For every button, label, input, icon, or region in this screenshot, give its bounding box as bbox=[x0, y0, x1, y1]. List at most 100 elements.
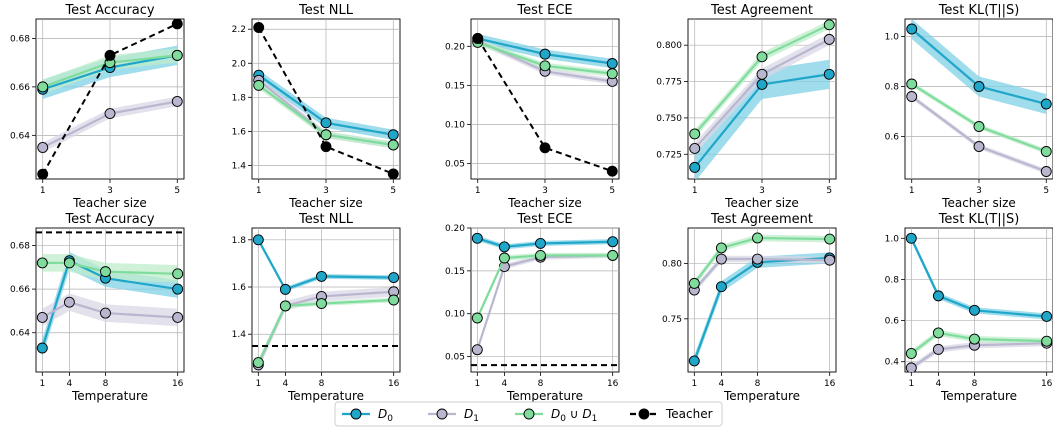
y-tick-label: 0.80 bbox=[662, 259, 682, 269]
data-point-D0uD1 bbox=[756, 51, 768, 63]
series-line-D0 bbox=[257, 239, 394, 291]
data-point-D1 bbox=[63, 296, 75, 308]
x-tick-label: 3 bbox=[542, 186, 548, 196]
plot-area bbox=[906, 19, 1052, 177]
data-point-D0 bbox=[1041, 311, 1053, 322]
data-point-D0uD1 bbox=[969, 333, 980, 345]
data-point-D0uD1 bbox=[171, 49, 183, 61]
series-line-D0uD1 bbox=[476, 254, 613, 319]
data-point-D1 bbox=[932, 343, 944, 355]
chart-title: Test KL(T||S) bbox=[938, 212, 1020, 227]
series-line-D0 bbox=[41, 259, 178, 349]
data-point-D1 bbox=[715, 253, 727, 265]
y-tick-label: 0.15 bbox=[445, 267, 465, 277]
chart-title: Test NLL bbox=[298, 3, 354, 18]
x-axis-label: Temperature bbox=[506, 389, 583, 403]
data-point-D1 bbox=[752, 253, 763, 265]
legend-marker bbox=[638, 408, 650, 420]
x-tick-label: 3 bbox=[976, 186, 982, 196]
x-tick-label: 4 bbox=[719, 379, 725, 389]
legend-item-Teacher: Teacher bbox=[630, 407, 713, 421]
data-point-D0 bbox=[689, 161, 701, 173]
x-tick-label: 1 bbox=[255, 379, 261, 389]
series-band-D0uD1 bbox=[477, 39, 613, 77]
plot-area bbox=[253, 22, 399, 179]
x-axis-label: Temperature bbox=[940, 389, 1017, 403]
data-point-D1 bbox=[36, 312, 48, 323]
y-tick-label: 0.800 bbox=[656, 41, 682, 51]
plot-area bbox=[688, 232, 836, 367]
chart-title: Test Accuracy bbox=[64, 3, 154, 18]
data-point-Teacher bbox=[171, 19, 183, 30]
data-point-D0uD1 bbox=[824, 233, 836, 245]
series-line-Teacher bbox=[257, 27, 394, 175]
x-tick-label: 16 bbox=[1041, 379, 1053, 389]
x-tick-label: 1 bbox=[908, 379, 914, 389]
data-point-D0 bbox=[279, 283, 291, 295]
data-point-D1 bbox=[823, 33, 835, 45]
data-point-D0 bbox=[36, 342, 48, 354]
series-line-D1 bbox=[693, 257, 830, 291]
data-point-D0 bbox=[252, 234, 264, 246]
data-point-Teacher bbox=[472, 33, 484, 44]
data-point-D0uD1 bbox=[1040, 146, 1052, 157]
data-point-D0 bbox=[969, 304, 980, 316]
data-point-D0uD1 bbox=[172, 268, 184, 280]
data-point-D1 bbox=[906, 91, 918, 102]
legend-item-D0uD1: D0 ∪ D1 bbox=[515, 407, 597, 424]
series-band-D1 bbox=[42, 293, 178, 327]
x-tick-label: 4 bbox=[67, 379, 73, 389]
data-point-D0uD1 bbox=[279, 300, 291, 312]
data-point-D1 bbox=[973, 141, 985, 152]
data-point-D0 bbox=[906, 23, 918, 35]
axes-frame bbox=[904, 227, 1053, 373]
plot-area bbox=[36, 231, 184, 357]
chart-panel-7: 1 4 8 16 1.4 1.6 1.8 Test NLL Temperature bbox=[232, 212, 401, 403]
x-axis-label: Temperature bbox=[287, 389, 364, 403]
chart-title: Test Accuracy bbox=[64, 212, 154, 227]
data-point-D0uD1 bbox=[535, 249, 546, 261]
y-tick-label: 0.64 bbox=[10, 329, 30, 339]
data-point-Teacher bbox=[387, 168, 399, 179]
y-tick-label: 0.10 bbox=[445, 310, 465, 320]
series-line-D0uD1 bbox=[257, 298, 394, 364]
data-point-D0 bbox=[471, 232, 483, 244]
y-tick-label: 2.0 bbox=[232, 59, 247, 69]
x-tick-label: 8 bbox=[538, 379, 544, 389]
plot-area bbox=[252, 234, 400, 371]
y-tick-label: 0.66 bbox=[10, 83, 30, 93]
x-axis-label: Teacher size bbox=[941, 196, 1016, 210]
data-point-D0uD1 bbox=[688, 277, 700, 289]
legend-item-D1: D1 bbox=[428, 407, 479, 424]
x-tick-label: 1 bbox=[692, 186, 698, 196]
data-point-D0 bbox=[320, 117, 332, 129]
x-tick-label: 16 bbox=[172, 379, 184, 389]
data-point-D0uD1 bbox=[388, 294, 400, 306]
chart-title: Test NLL bbox=[298, 212, 354, 227]
x-tick-label: 4 bbox=[936, 379, 942, 389]
y-tick-label: 0.20 bbox=[445, 224, 465, 234]
x-tick-label: 4 bbox=[283, 379, 289, 389]
y-tick-label: 0.05 bbox=[445, 353, 465, 363]
y-tick-label: 2.2 bbox=[232, 25, 246, 35]
series-band-D0uD1 bbox=[911, 329, 1047, 357]
y-tick-label: 1.4 bbox=[232, 330, 247, 340]
chart-panel-3: 1 3 5 0.05 0.10 0.15 0.20 Test ECE Teacher size bbox=[445, 3, 620, 210]
data-point-D1 bbox=[905, 362, 917, 372]
data-point-D0uD1 bbox=[100, 266, 111, 278]
chart-panel-4: 1 3 5 0.725 0.750 0.775 0.800 Test Agreement Tea… bbox=[656, 3, 837, 210]
chart-panel-10: 1 4 8 16 0.4 0.6 0.8 1.0 Test KL(T||S) Temperatur… bbox=[885, 212, 1053, 403]
plot-area bbox=[472, 33, 618, 177]
x-tick-label: 5 bbox=[390, 186, 396, 196]
legend-label: D0 ∪ D1 bbox=[551, 407, 597, 424]
x-tick-label: 16 bbox=[388, 379, 400, 389]
chart-panel-5: 1 3 5 0.6 0.8 1.0 Test KL(T||S) Teacher size bbox=[885, 3, 1053, 210]
y-tick-label: 0.6 bbox=[885, 317, 900, 327]
x-axis-label: Temperature bbox=[71, 389, 148, 403]
series-line-Teacher bbox=[476, 37, 613, 173]
data-point-D0 bbox=[1040, 98, 1052, 110]
data-point-D0uD1 bbox=[539, 60, 551, 72]
data-point-D0 bbox=[715, 281, 727, 293]
series-line-D0 bbox=[910, 237, 1047, 318]
